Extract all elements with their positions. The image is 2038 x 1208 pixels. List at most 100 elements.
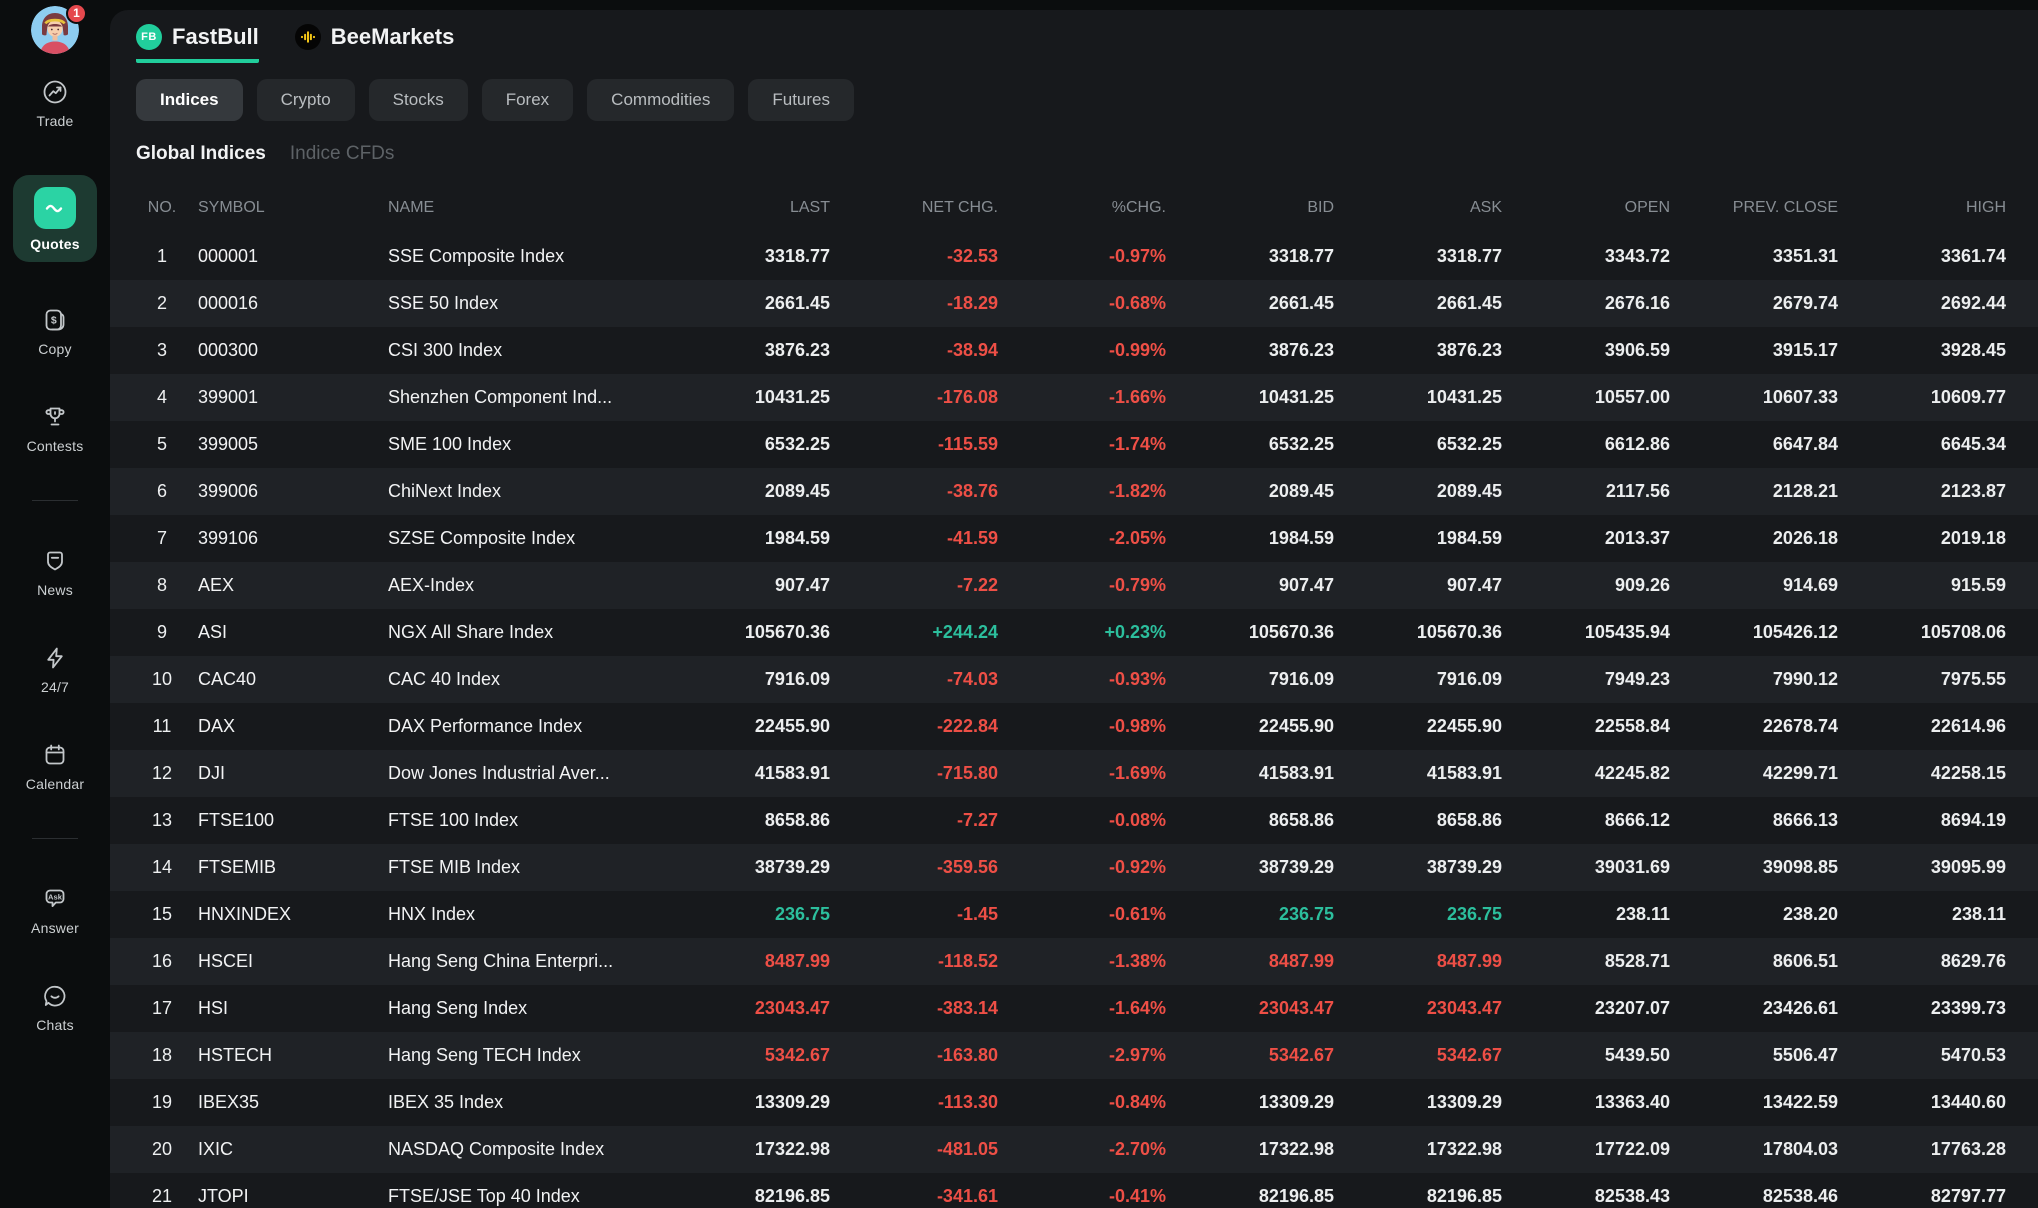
cell-high: 7975.55	[1940, 669, 2006, 689]
cell-high: 238.11	[1951, 904, 2006, 924]
cell-name: FTSE 100 Index	[388, 810, 519, 830]
cell-last: 17322.98	[754, 1139, 830, 1159]
table-row[interactable]: 18 HSTECH Hang Seng TECH Index 5342.67 -…	[110, 1032, 2038, 1079]
cell-net-chg: -7.27	[956, 810, 998, 830]
sidebar-item-news[interactable]: News	[37, 547, 73, 598]
cell-net-chg: -222.84	[936, 716, 998, 736]
cell-net-chg: -7.22	[956, 575, 998, 595]
cell-name: AEX-Index	[388, 575, 475, 595]
cell-bid: 2661.45	[1268, 293, 1334, 313]
cell-ask: 6532.25	[1436, 434, 1502, 454]
category-tab-crypto[interactable]: Crypto	[256, 79, 355, 121]
cell-open: 82538.43	[1594, 1186, 1670, 1206]
cell-bid: 3318.77	[1268, 246, 1334, 266]
cell-net-chg: -118.52	[937, 951, 998, 971]
table-row[interactable]: 7 399106 SZSE Composite Index 1984.59 -4…	[110, 515, 2038, 562]
table-row[interactable]: 15 HNXINDEX HNX Index 236.75 -1.45 -0.61…	[110, 891, 2038, 938]
cell-prev-close: 5506.47	[1772, 1045, 1838, 1065]
cell-pct-chg: -0.61%	[1108, 904, 1166, 924]
cell-name: HNX Index	[388, 904, 476, 924]
category-tab-indices[interactable]: Indices	[136, 79, 243, 121]
svg-text:$: $	[51, 315, 57, 327]
cell-last: 105670.36	[744, 622, 830, 642]
table-row[interactable]: 3 000300 CSI 300 Index 3876.23 -38.94 -0…	[110, 327, 2038, 374]
table-row[interactable]: 13 FTSE100 FTSE 100 Index 8658.86 -7.27 …	[110, 797, 2038, 844]
subtab-global-indices[interactable]: Global Indices	[136, 143, 266, 164]
sidebar-item-contests[interactable]: Contests	[27, 403, 84, 454]
cell-bid: 105670.36	[1248, 622, 1334, 642]
cell-bid: 22455.90	[1258, 716, 1334, 736]
cell-net-chg: -163.80	[936, 1045, 998, 1065]
cell-pct-chg: -0.84%	[1108, 1092, 1166, 1112]
sidebar-item-trade[interactable]: Trade	[36, 78, 73, 129]
cell-ask: 8487.99	[1436, 951, 1502, 971]
category-tab-forex[interactable]: Forex	[481, 79, 574, 121]
cell-no: 11	[152, 716, 172, 736]
subtab-indice-cfds[interactable]: Indice CFDs	[289, 143, 395, 164]
table-row[interactable]: 17 HSI Hang Seng Index 23043.47 -383.14 …	[110, 985, 2038, 1032]
sidebar-item-247[interactable]: 24/7	[41, 644, 69, 695]
table-row[interactable]: 20 IXIC NASDAQ Composite Index 17322.98 …	[110, 1126, 2038, 1173]
category-tab-futures[interactable]: Futures	[748, 79, 855, 121]
cell-name: NASDAQ Composite Index	[388, 1139, 605, 1159]
cell-high: 5470.53	[1940, 1045, 2006, 1065]
table-row[interactable]: 1 000001 SSE Composite Index 3318.77 -32…	[110, 233, 2038, 280]
table-row[interactable]: 4 399001 Shenzhen Component Ind... 10431…	[110, 374, 2038, 421]
table-row[interactable]: 9 ASI NGX All Share Index 105670.36 +244…	[110, 609, 2038, 656]
user-avatar[interactable]: 1	[31, 3, 87, 54]
table-row[interactable]: 10 CAC40 CAC 40 Index 7916.09 -74.03 -0.…	[110, 656, 2038, 703]
cell-name: SSE 50 Index	[388, 293, 499, 313]
cell-net-chg: -38.94	[946, 340, 998, 360]
sidebar-item-label: Quotes	[30, 236, 80, 252]
cell-open: 6612.86	[1604, 434, 1670, 454]
cell-ask: 13309.29	[1426, 1092, 1502, 1112]
sidebar-item-quotes[interactable]: Quotes	[13, 175, 97, 262]
table-row[interactable]: 19 IBEX35 IBEX 35 Index 13309.29 -113.30…	[110, 1079, 2038, 1126]
sidebar-item-label: 24/7	[40, 679, 70, 695]
table-row[interactable]: 21 JTOPI FTSE/JSE Top 40 Index 82196.85 …	[110, 1173, 2038, 1208]
cell-no: 4	[156, 387, 167, 407]
sidebar-item-answer[interactable]: Ask Answer	[31, 885, 79, 936]
cell-symbol: 399001	[198, 387, 259, 407]
cell-pct-chg: -0.97%	[1108, 246, 1166, 266]
tab-fastbull[interactable]: FB FastBull	[136, 24, 259, 63]
table-row[interactable]: 14 FTSEMIB FTSE MIB Index 38739.29 -359.…	[110, 844, 2038, 891]
cell-name: IBEX 35 Index	[388, 1092, 504, 1112]
cell-prev-close: 8606.51	[1772, 951, 1838, 971]
category-tab-commodities[interactable]: Commodities	[587, 79, 735, 121]
table-row[interactable]: 2 000016 SSE 50 Index 2661.45 -18.29 -0.…	[110, 280, 2038, 327]
table-row[interactable]: 11 DAX DAX Performance Index 22455.90 -2…	[110, 703, 2038, 750]
cell-symbol: CAC40	[198, 669, 257, 689]
cell-no: 10	[151, 669, 173, 689]
table-row[interactable]: 12 DJI Dow Jones Industrial Aver... 4158…	[110, 750, 2038, 797]
table-row[interactable]: 8 AEX AEX-Index 907.47 -7.22 -0.79% 907.…	[110, 562, 2038, 609]
brand-tab-label: BeeMarkets	[330, 24, 455, 49]
cell-net-chg: +244.24	[932, 622, 998, 642]
calendar-icon	[45, 744, 65, 765]
cell-high: 82797.77	[1930, 1186, 2006, 1206]
cell-symbol: HSTECH	[198, 1045, 273, 1065]
col-header-net-chg: NET CHG.	[921, 199, 998, 216]
table-row[interactable]: 16 HSCEI Hang Seng China Enterpri... 848…	[110, 938, 2038, 985]
cell-last: 8658.86	[764, 810, 830, 830]
table-row[interactable]: 6 399006 ChiNext Index 2089.45 -38.76 -1…	[110, 468, 2038, 515]
sidebar-item-copy[interactable]: $ Copy	[38, 306, 72, 357]
cell-symbol: 399106	[198, 528, 259, 548]
cell-net-chg: -383.14	[936, 998, 998, 1018]
trophy-icon	[45, 407, 65, 426]
sidebar-item-chats[interactable]: Chats	[36, 982, 74, 1033]
cell-bid: 17322.98	[1258, 1139, 1334, 1159]
cell-symbol: 399006	[198, 481, 259, 501]
tab-beemarkets[interactable]: BeeMarkets	[294, 24, 455, 63]
cell-high: 8694.19	[1940, 810, 2006, 830]
cell-bid: 1984.59	[1268, 528, 1334, 548]
cell-no: 5	[156, 434, 167, 454]
sidebar-item-calendar[interactable]: Calendar	[26, 741, 84, 792]
cell-net-chg: -176.08	[936, 387, 998, 407]
cell-symbol: 000300	[198, 340, 259, 360]
category-tab-stocks[interactable]: Stocks	[368, 79, 468, 121]
table-row[interactable]: 5 399005 SME 100 Index 6532.25 -115.59 -…	[110, 421, 2038, 468]
sidebar-item-label: Copy	[38, 341, 72, 357]
cell-no: 2	[156, 293, 167, 313]
col-header-prev-close: PREV. CLOSE	[1732, 199, 1838, 216]
